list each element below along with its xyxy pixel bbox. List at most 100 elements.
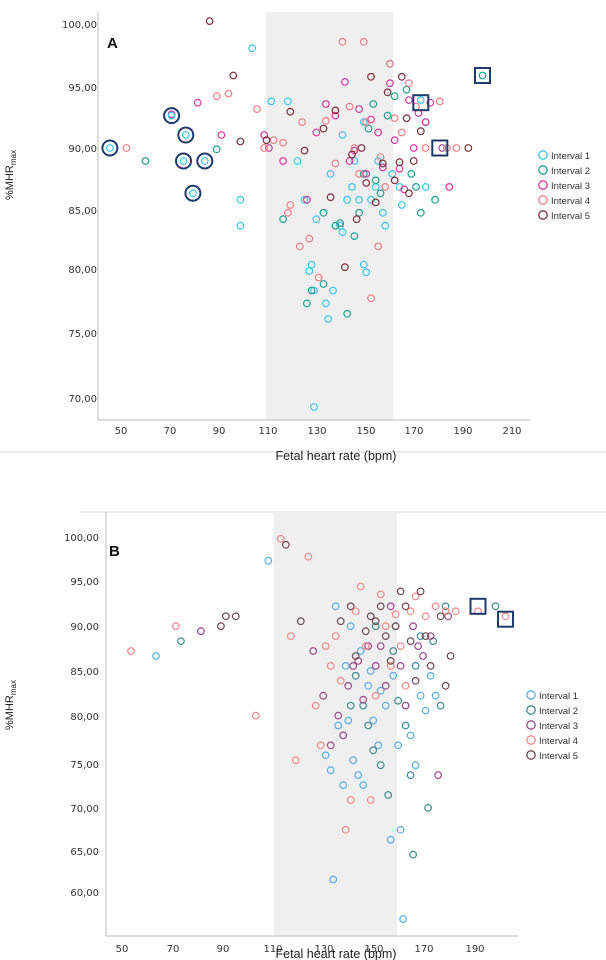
panel-a-point-interval-2 (402, 85, 411, 94)
panel-b-highlight-box (469, 597, 487, 615)
panel-a-point-interval-5 (390, 176, 399, 185)
panel-b-point-interval-1 (349, 756, 358, 765)
legend-a-interval-4-label: Interval 4 (551, 196, 590, 207)
panel-a-point-interval-4 (212, 92, 221, 101)
panel-b-point-interval-3 (339, 731, 348, 740)
panel-a-point-interval-3 (438, 144, 447, 152)
panel-b-point-interval-1 (359, 781, 368, 789)
panel-a-points (122, 17, 487, 411)
panel-b-point-interval-1 (321, 751, 330, 760)
panel-b-point-interval-3 (309, 647, 318, 655)
panel-a-circled-point (188, 189, 197, 198)
panel-a-ytick-label: 100,00 (62, 20, 97, 31)
panel-a-point-interval-5 (352, 215, 361, 224)
panel-a-highlight-box (412, 94, 430, 112)
panel-a-xtick-label: 150 (356, 426, 375, 437)
panel-a-point-interval-2 (355, 208, 364, 217)
panel-b-x-axis-label: Fetal heart rate (bpm) (276, 947, 397, 960)
panel-b-point-interval-2 (176, 637, 185, 645)
panel-a-point-interval-5 (300, 146, 309, 155)
panel-b-point-interval-4 (331, 632, 340, 640)
panel-a-point-interval-1 (310, 403, 318, 411)
panel-a-highlight-box (474, 67, 491, 84)
panel-a-point-interval-1 (326, 169, 335, 178)
legend-b-interval-5-label: Interval 5 (539, 751, 578, 762)
panel-a-point-interval-4 (224, 89, 233, 98)
panel-b-x-tick-labels: 50 70 90 110 130 150 170 190 (116, 944, 485, 955)
panel-a-point-interval-2 (336, 219, 345, 228)
legend-b-interval-3-label: Interval 3 (539, 721, 578, 732)
panel-b-point-interval-5 (371, 617, 380, 626)
panel-b-point-interval-5 (421, 632, 430, 640)
panel-a-point-interval-1 (421, 182, 430, 191)
legend-a-interval-1-label: Interval 1 (551, 151, 590, 162)
panel-a-point-interval-1 (236, 221, 245, 230)
panel-b-point-interval-5 (411, 676, 420, 685)
panel-a-point-interval-2 (359, 169, 368, 178)
legend-b-interval-2-marker (526, 705, 536, 715)
panel-a-point-interval-1 (378, 208, 387, 217)
panel-a-point-interval-5 (362, 179, 371, 187)
panel-b-point-interval-4 (326, 662, 335, 670)
panel-a-point-interval-2 (364, 124, 373, 133)
panel-b-point-interval-2 (424, 804, 433, 812)
panel-a-point-interval-4 (367, 294, 375, 303)
panel-a-point-interval-1 (338, 131, 347, 139)
panel-b-point-interval-1 (421, 706, 430, 715)
panel-b-point-interval-1 (369, 716, 378, 725)
panel-b-point-interval-4 (304, 552, 313, 561)
panel-a-point-interval-1 (416, 96, 425, 104)
panel-b-point-interval-2 (371, 622, 380, 631)
panel-b-point-interval-5 (376, 602, 385, 611)
legend-b-interval-4-label: Interval 4 (539, 736, 578, 747)
panel-a-point-interval-2 (376, 189, 385, 198)
panel-b-point-interval-1 (264, 556, 273, 565)
panel-a-point-interval-3 (374, 128, 383, 137)
panel-a-xtick-label: 50 (115, 426, 128, 437)
panel-a-point-interval-4 (322, 116, 330, 125)
panel-a-point-interval-5 (205, 17, 214, 26)
panel-b-point-interval-1 (346, 622, 355, 631)
panel-a-point-interval-1 (338, 228, 347, 237)
legend-a-interval-4-marker (538, 195, 548, 205)
panel-b-point-interval-1 (329, 875, 338, 884)
panel-a-point-interval-3 (331, 111, 340, 120)
panel-b-point-interval-1 (331, 602, 340, 611)
panel-a-ytick-label: 80,00 (68, 265, 97, 276)
panel-b-point-interval-4 (316, 741, 325, 750)
panel-b-point-interval-5 (441, 681, 450, 690)
panel-a-point-interval-1 (236, 195, 245, 204)
panel-b-xtick-label: 170 (414, 944, 433, 955)
panel-b-point-interval-4 (346, 796, 355, 804)
legend-b-interval-1-label: Interval 1 (539, 691, 578, 702)
panel-a-point-interval-1 (355, 195, 364, 204)
panel-a-highlight-circle (184, 184, 202, 202)
panel-a-point-interval-3 (193, 98, 202, 107)
panel-a: 70,00 75,00 80,00 85,00 90,00 95,00 100,… (0, 12, 606, 463)
panel-a-point-interval-2 (307, 286, 316, 295)
panel-a-point-interval-3 (409, 144, 418, 152)
panel-a-point-interval-1 (310, 286, 318, 295)
panel-a-ytick-label: 95,00 (68, 83, 97, 94)
legend-b-interval-2-label: Interval 2 (539, 706, 578, 717)
panel-b-point-interval-1 (374, 741, 383, 750)
panel-a-point-interval-2 (478, 71, 487, 80)
panel-a-ytick-label: 70,00 (68, 394, 97, 405)
panel-a-legend: Interval 1 Interval 2 Interval 3 Interva… (538, 150, 590, 222)
panel-a-point-interval-4 (374, 242, 383, 251)
panel-b-point-interval-4 (386, 662, 395, 670)
panel-b-xtick-label: 110 (263, 944, 282, 955)
panel-b-point-interval-4 (401, 681, 410, 690)
panel-b-point-interval-2 (394, 696, 403, 705)
panel-b-point-interval-1 (356, 647, 365, 655)
panel-a-point-interval-4 (362, 118, 371, 126)
panel-b-xtick-label: 70 (167, 944, 180, 955)
panel-b-ytick-label: 60,00 (70, 888, 99, 899)
legend-b-interval-3-marker (526, 720, 536, 730)
panel-a-point-interval-1 (284, 97, 292, 106)
panel-a-point-interval-4 (435, 97, 444, 106)
panel-a-point-interval-3 (445, 182, 454, 191)
panel-b-highlight-marks (469, 597, 514, 628)
panel-b-point-interval-4 (376, 590, 385, 599)
panel-a-y-axis-label: %MHRmax (4, 150, 18, 200)
